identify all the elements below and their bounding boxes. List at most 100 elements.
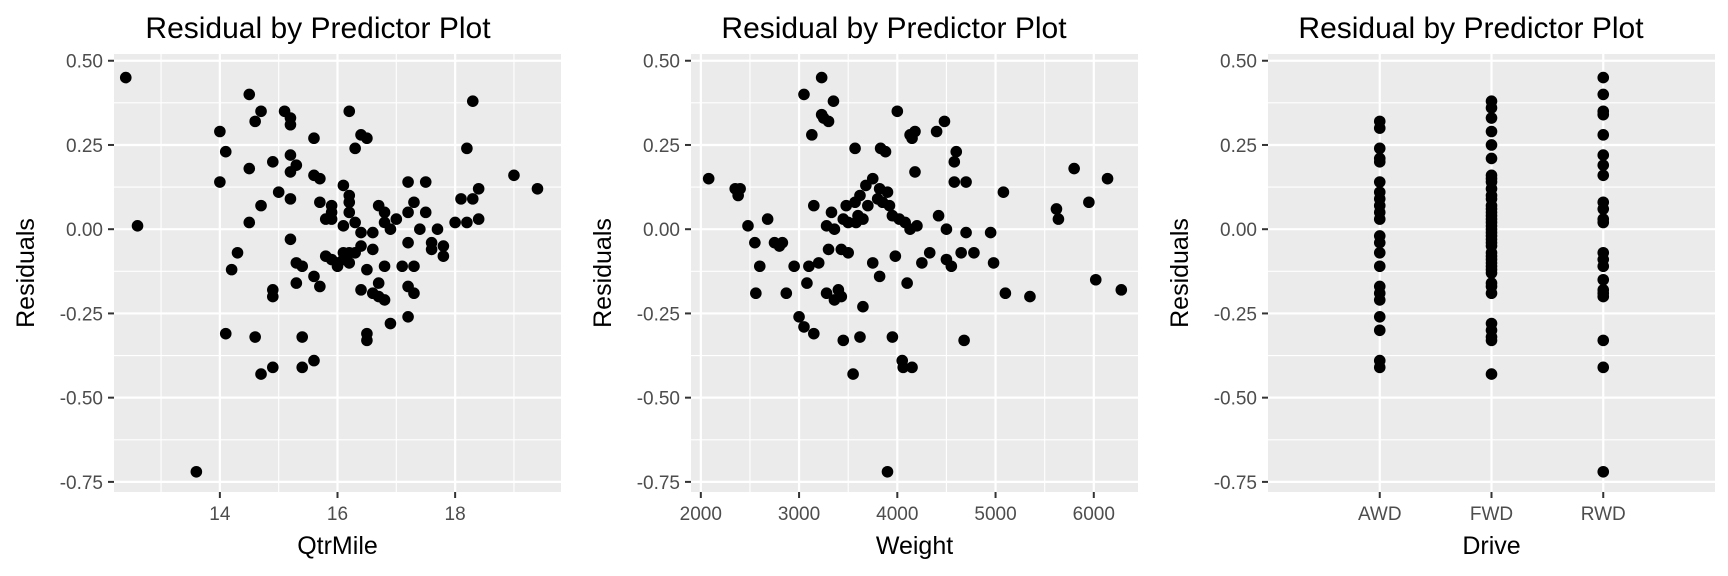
data-point: [390, 213, 403, 225]
data-point: [968, 246, 980, 259]
data-point: [1485, 112, 1498, 124]
data-point: [835, 290, 848, 303]
data-point: [290, 159, 303, 171]
data-point: [425, 243, 438, 256]
data-point: [793, 311, 805, 323]
data-point: [1373, 176, 1386, 188]
data-point: [1485, 125, 1498, 138]
data-point: [1373, 156, 1386, 168]
data-point: [930, 125, 943, 138]
data-point: [1052, 213, 1065, 225]
x-axis-label: QtrMile: [297, 532, 378, 560]
data-point: [788, 260, 800, 273]
data-point: [987, 257, 1000, 269]
data-point: [1597, 273, 1610, 286]
data-point: [1597, 88, 1610, 101]
data-point: [314, 172, 326, 185]
y-tick-label: 0.25: [643, 136, 680, 157]
data-point: [854, 189, 866, 202]
data-point: [1485, 152, 1498, 165]
data-point: [753, 260, 766, 273]
data-point: [909, 166, 921, 178]
x-tick-label: 5000: [974, 504, 1016, 525]
data-point: [267, 156, 279, 168]
data-point: [906, 361, 918, 374]
data-point: [780, 287, 793, 300]
data-point: [1485, 287, 1498, 300]
data-point: [284, 193, 297, 205]
data-point: [284, 118, 297, 131]
y-tick-label: 0.50: [66, 52, 103, 73]
data-point: [1050, 203, 1063, 215]
data-point: [820, 287, 833, 300]
data-point: [402, 311, 414, 323]
data-point: [854, 331, 866, 343]
data-point: [378, 294, 391, 306]
data-point: [408, 287, 420, 300]
data-point: [314, 280, 326, 293]
data-point: [909, 125, 921, 138]
data-point: [1373, 324, 1386, 337]
data-point: [255, 199, 267, 212]
x-tick-label: 4000: [876, 504, 918, 525]
data-point: [955, 246, 967, 259]
data-point: [455, 193, 467, 205]
data-point: [812, 257, 825, 269]
data-point: [249, 331, 261, 343]
data-point: [408, 196, 420, 209]
x-tick-label: 6000: [1073, 504, 1115, 525]
data-point: [808, 199, 820, 212]
data-point: [798, 88, 810, 101]
data-point: [214, 176, 226, 188]
y-tick-label: 0.25: [66, 136, 103, 157]
data-point: [1597, 290, 1610, 303]
data-point: [355, 284, 367, 296]
data-point: [911, 220, 923, 232]
x-axis-label: Weight: [876, 532, 953, 560]
data-point: [372, 277, 385, 289]
data-point: [472, 182, 485, 195]
data-point: [1373, 361, 1386, 374]
data-point: [131, 220, 144, 232]
data-point: [255, 105, 267, 118]
data-point: [879, 145, 892, 158]
data-point: [945, 260, 958, 273]
plot-background: [691, 54, 1138, 492]
data-point: [866, 172, 879, 185]
data-point: [923, 246, 936, 259]
data-point: [849, 142, 861, 155]
data-point: [1597, 71, 1610, 84]
data-point: [1597, 361, 1610, 374]
x-tick-label: 14: [209, 504, 231, 525]
data-point: [231, 246, 244, 259]
data-point: [214, 125, 226, 138]
x-tick-label: 3000: [778, 504, 820, 525]
data-point: [999, 287, 1012, 300]
data-point: [750, 287, 762, 300]
data-point: [402, 176, 414, 188]
data-point: [1597, 159, 1610, 171]
data-point: [881, 186, 894, 198]
data-point: [1597, 129, 1610, 141]
data-point: [1597, 169, 1610, 182]
data-point: [916, 257, 928, 269]
data-point: [1597, 216, 1610, 229]
data-point: [378, 260, 391, 273]
data-point: [997, 186, 1010, 198]
data-point: [361, 263, 373, 276]
data-point: [343, 196, 356, 209]
data-point: [1597, 334, 1610, 347]
data-point: [862, 199, 874, 212]
data-point: [1373, 294, 1386, 306]
data-point: [343, 105, 356, 118]
data-point: [761, 213, 774, 225]
data-point: [296, 361, 309, 374]
data-point: [355, 240, 367, 252]
data-point: [1373, 122, 1386, 134]
y-tick-label: 0.50: [1220, 52, 1257, 73]
data-point: [1597, 260, 1610, 273]
data-point: [249, 115, 261, 128]
data-point: [886, 331, 899, 343]
data-point: [960, 176, 972, 188]
